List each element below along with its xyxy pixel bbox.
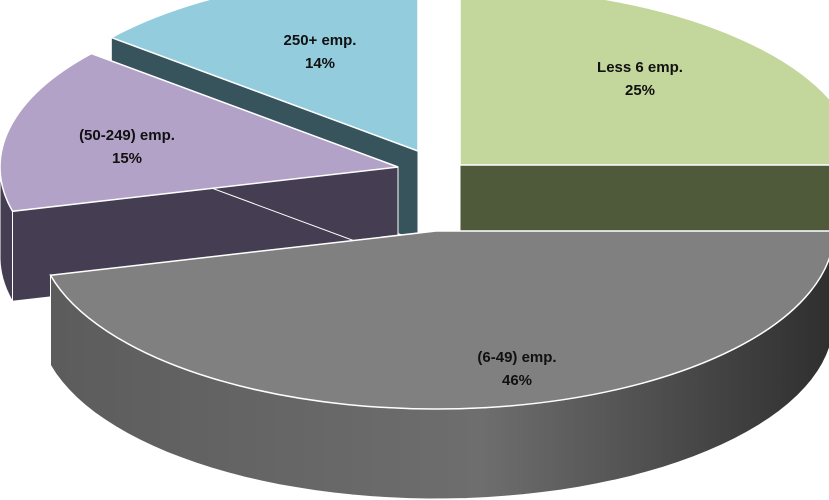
pie-slice-50-249-emp — [0, 52, 399, 213]
slice-value-less-6-emp: 25% — [625, 82, 655, 99]
slice-label-less-6-emp: Less 6 emp. — [597, 59, 683, 76]
pie-slice-6-49-emp — [49, 230, 829, 410]
pie-slice-less-6-emp — [459, 0, 829, 166]
slice-label-6-49-emp: (6-49) emp. — [477, 349, 556, 366]
pie-slice-250-emp — [109, 0, 419, 153]
slice-label-50-249-emp: (50-249) emp. — [79, 127, 175, 144]
slice-value-50-249-emp: 15% — [112, 150, 142, 167]
slice-label-250-emp: 250+ emp. — [284, 32, 357, 49]
slice-value-250-emp: 14% — [305, 55, 335, 72]
slice-value-6-49-emp: 46% — [502, 372, 532, 389]
